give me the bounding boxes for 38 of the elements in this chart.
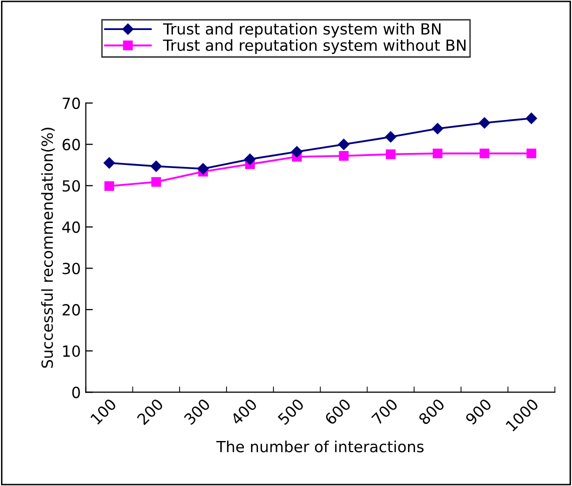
x-tick-label: 400 (230, 398, 258, 426)
y-tick-label: 70 (62, 97, 80, 110)
point (151, 177, 162, 187)
legend-label: Trust and reputation system with BN (163, 22, 440, 38)
y-tick-label: 40 (62, 221, 80, 233)
point (150, 160, 162, 172)
x-tick-label: 300 (183, 398, 211, 426)
point (291, 146, 302, 158)
y-tick-label: 0 (72, 386, 80, 398)
point (432, 123, 444, 134)
x-tick-label: 500 (277, 398, 305, 426)
point (478, 117, 490, 128)
x-tick-label: 900 (464, 398, 492, 426)
point (432, 148, 442, 158)
point (244, 154, 256, 165)
y-tick-label: 20 (62, 304, 80, 316)
y-tick-label: 30 (62, 262, 80, 274)
x-tick-label: 200 (136, 398, 164, 426)
x-tick-label: 100 (90, 398, 117, 425)
point (338, 138, 350, 150)
point (385, 131, 396, 143)
y-tick-label: 10 (63, 345, 80, 357)
point (386, 149, 396, 160)
y-tick-label: 50 (62, 180, 80, 192)
point (197, 163, 209, 174)
point (338, 151, 349, 161)
x-tick-label: 800 (418, 398, 446, 426)
legend-label: Trust and reputation system without BN (163, 39, 466, 54)
y-tick-label: 60 (62, 138, 80, 150)
point (104, 181, 114, 191)
x-axis-title: The number of interactions (216, 440, 424, 452)
point (104, 157, 115, 169)
y-axis-title: Successful recommendation(%) (41, 128, 55, 368)
point (526, 148, 536, 158)
point (480, 148, 490, 158)
x-tick-label: 700 (371, 398, 398, 426)
point (526, 112, 537, 124)
x-tick-label: 600 (324, 398, 352, 426)
